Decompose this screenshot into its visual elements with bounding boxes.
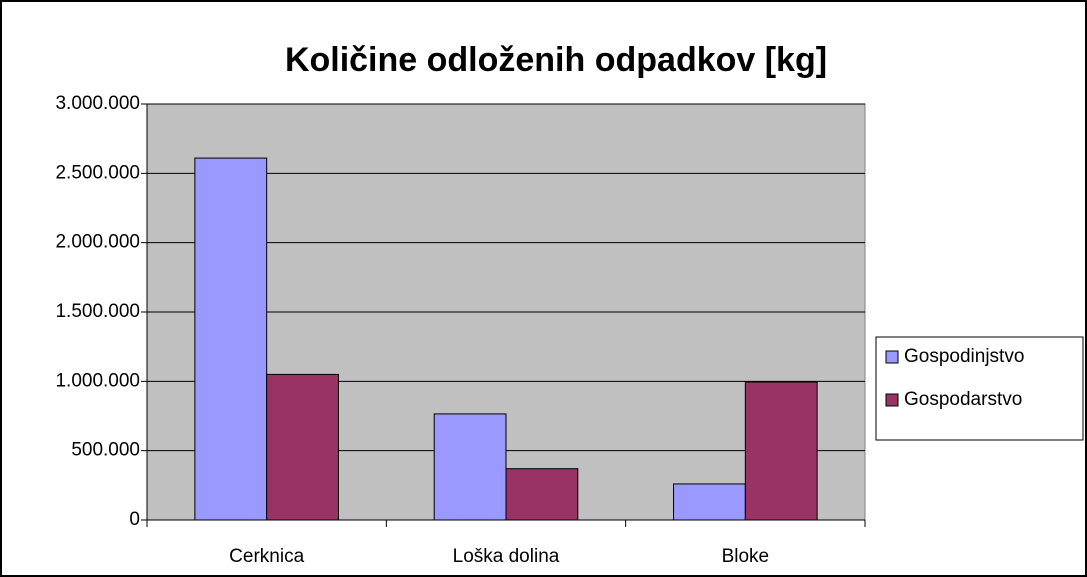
x-tick-label: Bloke [722,546,770,567]
y-tick-label: 1.000.000 [55,370,140,391]
bar [744,381,818,521]
y-tick-label: 2.500.000 [55,162,140,183]
legend-label: Gospodinjstvo [904,346,1024,367]
bar [266,373,339,521]
y-tick-label: 2.000.000 [55,232,140,253]
x-tick-label: Cerknica [229,546,304,567]
bar [673,483,746,521]
bar [505,468,579,521]
y-tick-label: 0 [129,509,140,530]
legend-label: Gospodarstvo [904,389,1022,410]
y-tick-label: 500.000 [71,440,140,461]
y-tick-label: 1.500.000 [55,301,140,322]
bar [433,413,507,521]
legend-box [875,336,1084,441]
chart-title: Količine odloženih odpadkov [kg] [285,41,827,79]
legend-swatch [885,350,899,364]
bar [194,157,268,521]
legend-swatch [885,393,899,407]
y-tick-label: 3.000.000 [55,93,140,114]
x-tick-label: Loška dolina [453,546,560,567]
